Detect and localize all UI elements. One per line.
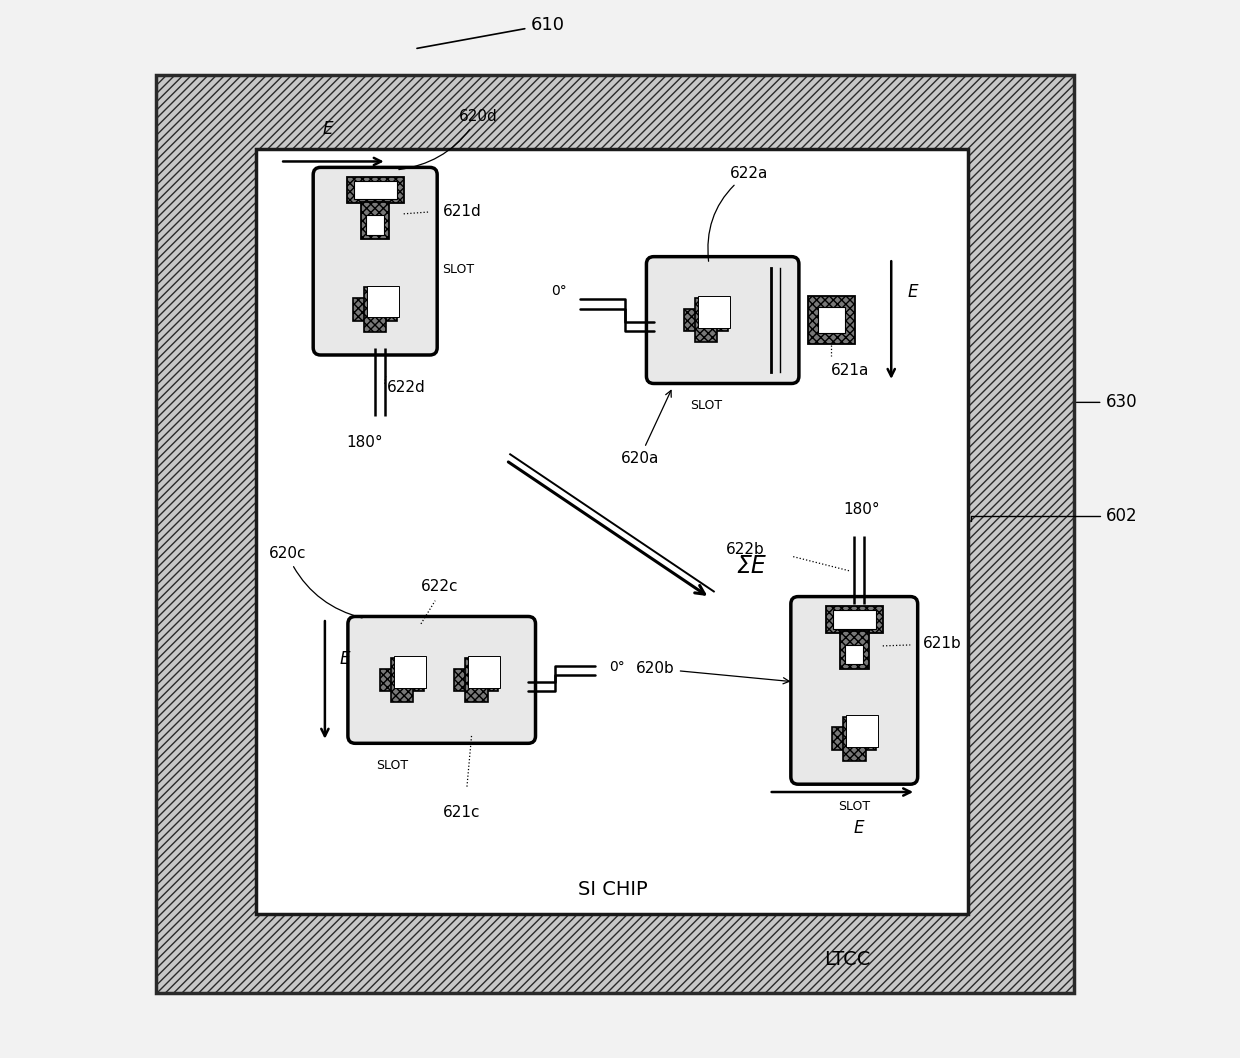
- Bar: [832, 728, 877, 750]
- Bar: [465, 658, 487, 703]
- Text: SLOT: SLOT: [838, 800, 870, 813]
- Bar: [839, 631, 868, 669]
- Text: 620d: 620d: [399, 109, 497, 169]
- Bar: [363, 288, 387, 332]
- Bar: [156, 75, 1074, 993]
- FancyBboxPatch shape: [791, 597, 918, 784]
- Text: 622d: 622d: [387, 380, 425, 395]
- Bar: [818, 307, 844, 333]
- Bar: [698, 296, 730, 328]
- Text: 0°: 0°: [552, 285, 567, 298]
- Text: 610: 610: [417, 16, 564, 49]
- Bar: [353, 298, 397, 321]
- Bar: [684, 309, 728, 331]
- Text: 620a: 620a: [620, 390, 671, 466]
- Text: E: E: [322, 121, 334, 139]
- Text: ΣE: ΣE: [737, 554, 766, 578]
- Bar: [361, 202, 389, 239]
- Text: SLOT: SLOT: [443, 263, 475, 276]
- Text: 620c: 620c: [268, 546, 362, 618]
- Bar: [847, 715, 878, 747]
- Bar: [454, 669, 498, 691]
- Bar: [255, 149, 968, 914]
- Bar: [826, 606, 883, 633]
- Text: SLOT: SLOT: [377, 760, 408, 772]
- Text: 180°: 180°: [843, 501, 880, 516]
- Bar: [832, 610, 875, 628]
- Text: E: E: [854, 820, 864, 838]
- Bar: [391, 658, 413, 703]
- Bar: [843, 716, 866, 761]
- Text: 0°: 0°: [609, 660, 625, 674]
- Text: 622b: 622b: [725, 543, 765, 558]
- Text: 621c: 621c: [443, 804, 481, 820]
- Text: 630: 630: [1076, 394, 1137, 412]
- Text: 621b: 621b: [923, 636, 962, 651]
- Bar: [846, 644, 863, 664]
- Bar: [347, 177, 404, 203]
- Bar: [353, 181, 397, 199]
- Text: 602: 602: [971, 508, 1137, 526]
- Text: 621d: 621d: [443, 204, 481, 219]
- Text: E: E: [908, 282, 918, 300]
- Text: 622c: 622c: [422, 580, 459, 595]
- Bar: [807, 296, 856, 344]
- Text: 180°: 180°: [346, 435, 383, 450]
- Text: 621a: 621a: [831, 363, 869, 378]
- Text: SI CHIP: SI CHIP: [578, 880, 647, 899]
- Text: 620b: 620b: [636, 661, 790, 683]
- Text: 622a: 622a: [708, 165, 768, 261]
- Text: LTCC: LTCC: [823, 950, 870, 969]
- Bar: [379, 669, 424, 691]
- Bar: [469, 656, 500, 688]
- Bar: [694, 298, 718, 343]
- FancyBboxPatch shape: [314, 167, 438, 355]
- Text: SLOT: SLOT: [691, 399, 722, 413]
- Bar: [394, 656, 425, 688]
- FancyBboxPatch shape: [646, 257, 799, 383]
- Text: E: E: [340, 650, 350, 668]
- Bar: [366, 215, 384, 235]
- FancyBboxPatch shape: [348, 617, 536, 744]
- Bar: [367, 286, 399, 317]
